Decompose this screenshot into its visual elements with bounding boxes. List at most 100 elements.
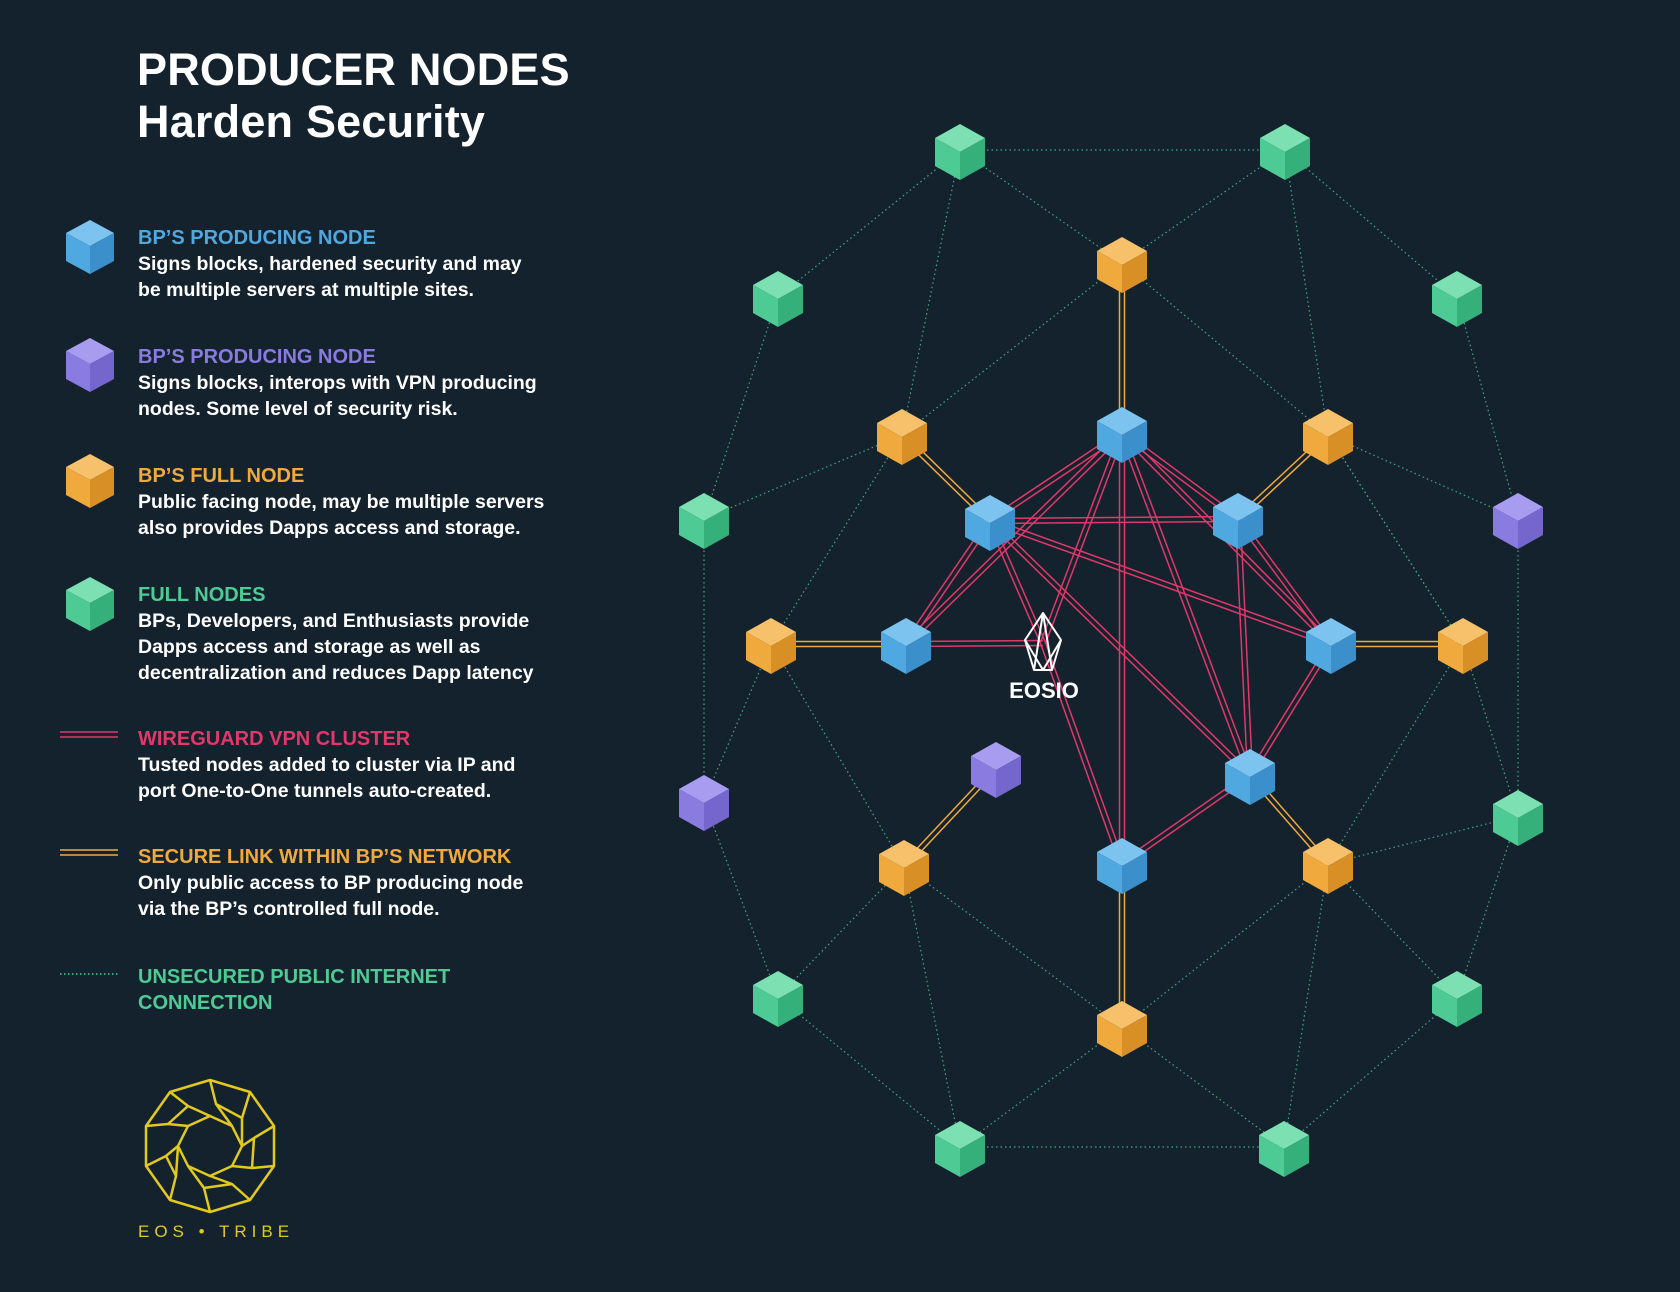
orange-cube-icon: [1097, 237, 1147, 293]
link-line: [1044, 433, 1126, 645]
blue-cube-icon: [1306, 618, 1356, 674]
legend-title: SECURE LINK WITHIN BP’S NETWORK: [138, 846, 512, 868]
link-line: [989, 515, 1238, 520]
unsecured-links: [703, 149, 1519, 1148]
link-line: [991, 518, 1253, 774]
link-line: [1462, 643, 1519, 817]
link-line: [777, 996, 961, 1148]
link-line: [990, 517, 1333, 643]
link-line: [990, 520, 1239, 525]
legend-description: Signs blocks, hardened security and may …: [138, 253, 522, 301]
link-line: [959, 149, 1123, 264]
green-cube-icon: [1259, 1121, 1309, 1177]
green-cube-icon: [679, 493, 729, 549]
legend-title: FULL NODES: [138, 584, 266, 606]
orange-cube-icon: [879, 840, 929, 896]
blue-cube-icon: [66, 220, 114, 274]
double-line-icon: [60, 849, 118, 856]
legend-title: BP’S FULL NODE: [138, 465, 305, 487]
purple-cube-icon: [679, 775, 729, 831]
legend-title: BP’S PRODUCING NODE: [138, 346, 376, 368]
legend-description: Public facing node, may be multiple serv…: [138, 491, 545, 539]
link-line: [1121, 262, 1329, 436]
green-cube-icon: [1432, 271, 1482, 327]
nodes: [679, 124, 1543, 1177]
blue-cube-icon: [1213, 493, 1263, 549]
green-cube-icon: [1493, 790, 1543, 846]
link-line: [703, 643, 772, 802]
link-line: [903, 865, 1123, 1028]
secure-links: [771, 263, 1463, 1027]
blue-cube-icon: [1225, 749, 1275, 805]
legend-title: WIREGUARD VPN CLUSTER: [138, 728, 411, 750]
logo-text: EOS • TRIBE: [138, 1222, 295, 1241]
link-line: [1239, 518, 1254, 775]
link-line: [703, 800, 779, 998]
link-line: [988, 522, 1331, 648]
orange-cube-icon: [1303, 838, 1353, 894]
orange-cube-icon: [1303, 409, 1353, 465]
link-line: [1123, 431, 1254, 775]
link-line: [1284, 149, 1458, 298]
blue-cube-icon: [881, 618, 931, 674]
orange-cube-icon: [1097, 1001, 1147, 1057]
green-cube-icon: [935, 1121, 985, 1177]
link-line: [1121, 1026, 1285, 1148]
green-cube-icon: [66, 577, 114, 631]
link-line: [1283, 863, 1329, 1148]
link-line: [1327, 643, 1464, 865]
green-cube-icon: [1260, 124, 1310, 180]
purple-cube-icon: [66, 338, 114, 392]
legend-title-line-2: CONNECTION: [138, 992, 273, 1014]
double-line-icon: [60, 731, 118, 738]
orange-cube-icon: [1438, 618, 1488, 674]
link-line: [1121, 149, 1286, 264]
link-line: [1284, 149, 1329, 436]
legend-description: BPs, Developers, and Enthusiasts provide…: [138, 610, 534, 684]
link-line: [901, 149, 961, 436]
green-cube-icon: [1432, 971, 1482, 1027]
legend-description: Tusted nodes added to cluster via IP and…: [138, 754, 516, 802]
dotted-line-icon: [60, 973, 118, 975]
link-line: [777, 865, 905, 998]
green-cube-icon: [935, 124, 985, 180]
link-line: [959, 1026, 1123, 1148]
orange-cube-icon: [66, 454, 114, 508]
link-line: [1121, 863, 1329, 1028]
link-line: [1044, 641, 1126, 864]
legend-description: Only public access to BP producing node …: [138, 872, 524, 920]
blue-cube-icon: [965, 495, 1015, 551]
title-line-1: PRODUCER NODES: [137, 44, 570, 95]
link-line: [907, 434, 1125, 647]
eos-tribe-logo-icon: [144, 1078, 276, 1214]
legend-title: BP’S PRODUCING NODE: [138, 227, 376, 249]
link-line: [703, 296, 779, 520]
link-line: [987, 522, 1249, 778]
legend-description: Signs blocks, interops with VPN producin…: [138, 372, 537, 420]
link-line: [1327, 815, 1519, 865]
orange-cube-icon: [877, 409, 927, 465]
link-line: [777, 149, 961, 298]
link-line: [1456, 296, 1519, 520]
link-line: [770, 434, 903, 645]
link-line: [1039, 431, 1121, 643]
link-line: [770, 643, 905, 867]
link-line: [703, 434, 903, 520]
blue-cube-icon: [1097, 838, 1147, 894]
eosio-label: EOSIO: [1009, 678, 1079, 703]
link-line: [1327, 434, 1519, 520]
link-line: [1118, 433, 1249, 777]
eosio-logo-icon: [1024, 612, 1062, 671]
link-line: [1327, 434, 1464, 645]
link-line: [901, 262, 1123, 436]
link-line: [1283, 996, 1458, 1148]
link-line: [1039, 643, 1121, 866]
link-line: [903, 865, 961, 1148]
green-cube-icon: [753, 271, 803, 327]
legend-title: UNSECURED PUBLIC INTERNET: [138, 966, 451, 988]
link-line: [1456, 815, 1519, 998]
page-title: PRODUCER NODES Harden Security: [137, 44, 570, 148]
purple-cube-icon: [971, 742, 1021, 798]
link-line: [1234, 519, 1249, 776]
